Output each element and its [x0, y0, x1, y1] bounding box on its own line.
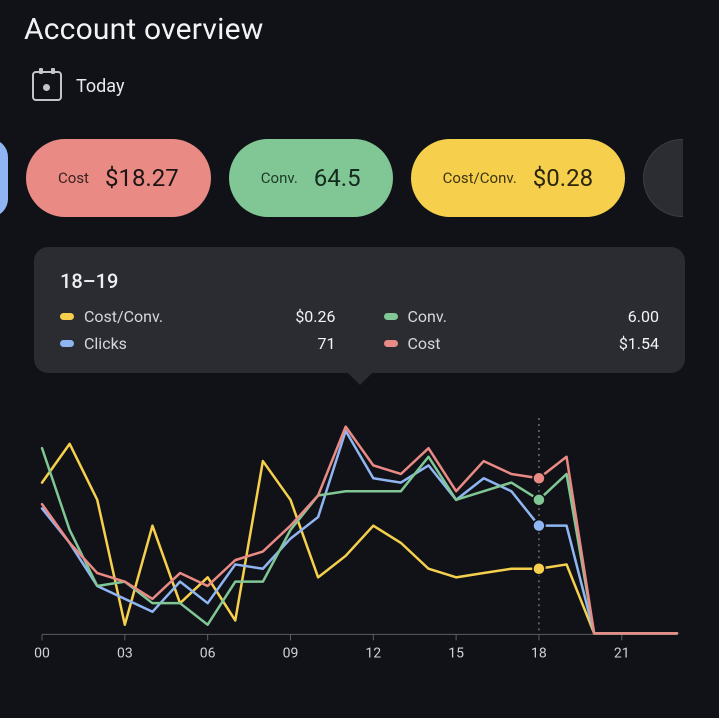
metric-pill-value: $0.28	[533, 164, 593, 192]
series-dot-conv	[533, 494, 545, 506]
legend-swatch	[60, 313, 74, 320]
tooltip-metric-label: Cost/Conv.	[84, 307, 163, 326]
metric-pill-strip: Cost $18.27 Conv. 64.5 Cost/Conv. $0.28	[0, 139, 719, 217]
x-tick-label: 03	[117, 645, 133, 661]
overview-chart: 00 03 06 09 12 15 18 21	[34, 413, 685, 673]
metric-pill-label: Cost/Conv.	[443, 169, 517, 187]
x-tick-label: 09	[283, 645, 299, 661]
x-tick-label: 06	[200, 645, 216, 661]
series-dot-clicks	[533, 520, 545, 532]
x-tick-label: 12	[365, 645, 381, 661]
chart-tooltip: 18–19 Cost/Conv. $0.26 Conv. 6.00 Clicks 71 Co…	[34, 247, 685, 373]
metric-pill-label: Cost	[58, 169, 89, 187]
legend-swatch	[384, 313, 398, 320]
tooltip-row: Cost/Conv. $0.26	[60, 307, 336, 326]
tooltip-metric-label: Conv.	[408, 307, 448, 326]
tooltip-row: Clicks 71	[60, 334, 336, 353]
series-dot-cost	[533, 472, 545, 484]
metric-pill-value: $18.27	[105, 164, 179, 192]
x-tick-label: 15	[448, 645, 464, 661]
tooltip-metric-value: $1.54	[619, 334, 659, 353]
series-dot-cost_conv	[533, 563, 545, 575]
date-range-picker[interactable]: Today	[24, 65, 136, 107]
tooltip-title: 18–19	[60, 269, 659, 293]
tooltip-metric-label: Clicks	[84, 334, 127, 353]
tooltip-metric-value: $0.26	[295, 307, 335, 326]
metric-pill-value: 64.5	[314, 164, 361, 192]
legend-swatch	[60, 340, 74, 347]
pill-overflow-right[interactable]	[643, 139, 683, 217]
metric-pill-cost[interactable]: Cost $18.27	[26, 139, 211, 217]
metric-pill-conv[interactable]: Conv. 64.5	[229, 139, 393, 217]
legend-swatch	[384, 340, 398, 347]
date-range-label: Today	[76, 76, 124, 97]
tooltip-row: Conv. 6.00	[384, 307, 660, 326]
x-tick-label: 18	[531, 645, 547, 661]
metric-pill-label: Conv.	[261, 169, 298, 187]
pill-overflow-left[interactable]	[0, 139, 8, 217]
page-title: Account overview	[0, 4, 719, 65]
tooltip-metric-value: 71	[318, 334, 336, 353]
x-tick-label: 00	[34, 645, 50, 661]
tooltip-row: Cost $1.54	[384, 334, 660, 353]
metric-pill-cpc[interactable]: Cost/Conv. $0.28	[411, 139, 625, 217]
calendar-icon	[32, 71, 62, 101]
x-tick-label: 21	[614, 645, 630, 661]
tooltip-metric-value: 6.00	[628, 307, 659, 326]
tooltip-metric-label: Cost	[408, 334, 441, 353]
